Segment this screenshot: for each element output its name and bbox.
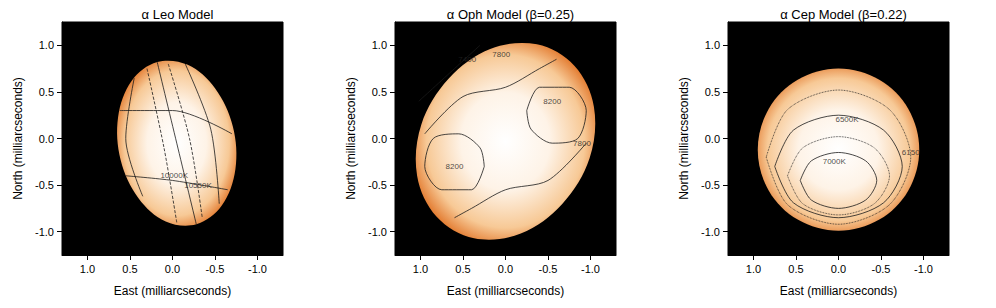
svg-text:-0.5: -0.5 (206, 263, 225, 275)
svg-text:North (milliarcseconds): North (milliarcseconds) (344, 77, 358, 200)
svg-text:-0.5: -0.5 (872, 263, 891, 275)
svg-text:7800: 7800 (492, 50, 510, 59)
svg-text:0.5: 0.5 (372, 86, 387, 98)
svg-text:East (milliarcseconds): East (milliarcseconds) (114, 284, 231, 298)
svg-text:1.0: 1.0 (80, 263, 95, 275)
svg-text:1.0: 1.0 (413, 263, 428, 275)
svg-text:0.5: 0.5 (788, 263, 803, 275)
svg-text:0.0: 0.0 (165, 263, 180, 275)
svg-text:-0.5: -0.5 (368, 179, 387, 191)
svg-text:α Leo Model: α Leo Model (142, 7, 214, 22)
svg-text:10000K: 10000K (160, 171, 188, 180)
svg-text:0.5: 0.5 (122, 263, 137, 275)
svg-text:α Cep Model (β=0.22): α Cep Model (β=0.22) (780, 7, 907, 22)
svg-text:1.0: 1.0 (372, 39, 387, 51)
svg-text:-1.0: -1.0 (35, 226, 54, 238)
svg-text:10550K: 10550K (184, 181, 212, 190)
svg-text:0.0: 0.0 (39, 133, 54, 145)
svg-text:8200: 8200 (446, 162, 464, 171)
svg-text:-0.5: -0.5 (539, 263, 558, 275)
svg-text:East (milliarcseconds): East (milliarcseconds) (780, 284, 897, 298)
svg-text:0.5: 0.5 (705, 86, 720, 98)
svg-text:8200: 8200 (543, 97, 561, 106)
svg-text:7400: 7400 (458, 55, 476, 64)
svg-text:1.0: 1.0 (705, 39, 720, 51)
svg-text:6150: 6150 (902, 148, 920, 157)
svg-text:0.0: 0.0 (831, 263, 846, 275)
svg-text:0.0: 0.0 (372, 133, 387, 145)
svg-text:1.0: 1.0 (39, 39, 54, 51)
svg-text:7800: 7800 (573, 139, 591, 148)
svg-text:α Oph Model (β=0.25): α Oph Model (β=0.25) (447, 7, 574, 22)
svg-text:-1.0: -1.0 (368, 226, 387, 238)
svg-text:6500K: 6500K (835, 115, 859, 124)
svg-text:0.0: 0.0 (705, 133, 720, 145)
svg-text:-0.5: -0.5 (35, 179, 54, 191)
svg-text:7000K: 7000K (823, 157, 847, 166)
svg-text:-0.5: -0.5 (701, 179, 720, 191)
svg-text:North (milliarcseconds): North (milliarcseconds) (677, 77, 691, 200)
svg-text:0.5: 0.5 (455, 263, 470, 275)
svg-text:East (milliarcseconds): East (milliarcseconds) (447, 284, 564, 298)
svg-text:0.5: 0.5 (39, 86, 54, 98)
svg-text:-1.0: -1.0 (581, 263, 600, 275)
svg-text:1.0: 1.0 (746, 263, 761, 275)
svg-text:0.0: 0.0 (498, 263, 513, 275)
svg-text:North (milliarcseconds): North (milliarcseconds) (11, 77, 25, 200)
svg-text:-1.0: -1.0 (914, 263, 933, 275)
svg-text:-1.0: -1.0 (701, 226, 720, 238)
svg-text:-1.0: -1.0 (248, 263, 267, 275)
